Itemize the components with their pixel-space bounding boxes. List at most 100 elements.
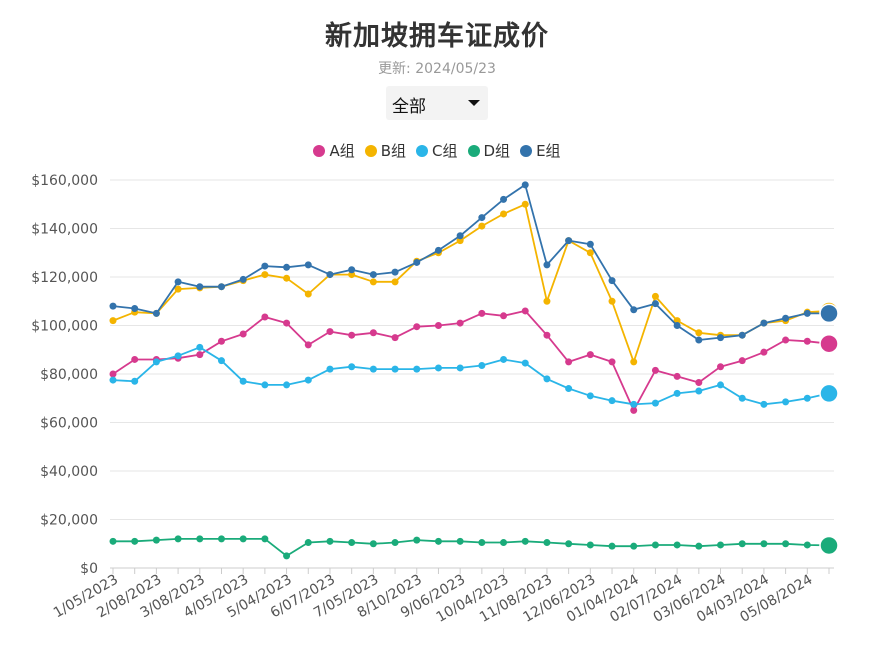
data-point xyxy=(717,363,725,371)
group-filter-select[interactable]: 全部 xyxy=(386,86,488,120)
data-point xyxy=(543,297,551,305)
data-point xyxy=(326,271,334,279)
data-point xyxy=(803,394,811,402)
data-point xyxy=(152,536,160,544)
data-point xyxy=(304,376,312,384)
series-end-marker xyxy=(819,535,839,556)
data-point xyxy=(586,240,594,248)
data-point xyxy=(109,537,117,545)
data-point xyxy=(326,328,334,336)
data-point xyxy=(456,319,464,327)
data-point xyxy=(217,337,225,345)
data-point xyxy=(217,535,225,543)
data-point xyxy=(304,261,312,269)
data-point xyxy=(283,552,291,560)
data-point xyxy=(369,271,377,279)
data-point xyxy=(152,309,160,317)
data-point xyxy=(673,372,681,380)
legend-item[interactable]: A组 xyxy=(313,140,355,161)
legend-marker xyxy=(520,144,533,157)
y-tick-label: $120,000 xyxy=(31,270,98,286)
data-point xyxy=(608,542,616,550)
data-point xyxy=(500,195,508,203)
data-point xyxy=(369,329,377,337)
chevron-down-icon xyxy=(468,100,480,106)
data-point xyxy=(478,222,486,230)
data-point xyxy=(174,285,182,293)
data-point xyxy=(651,300,659,308)
data-point xyxy=(413,258,421,266)
data-point xyxy=(738,394,746,402)
y-tick-label: $60,000 xyxy=(40,416,98,432)
series-end-marker xyxy=(819,303,839,324)
legend-marker xyxy=(364,144,377,157)
data-point xyxy=(196,343,204,351)
data-point xyxy=(760,540,768,548)
data-point xyxy=(717,334,725,342)
data-point xyxy=(586,351,594,359)
data-point xyxy=(782,336,790,344)
data-point xyxy=(196,351,204,359)
data-point xyxy=(174,352,182,360)
data-point xyxy=(521,359,529,367)
data-point xyxy=(695,329,703,337)
data-point xyxy=(565,358,573,366)
data-point xyxy=(434,364,442,372)
legend-item[interactable]: E组 xyxy=(520,140,561,161)
data-point xyxy=(217,283,225,291)
data-point xyxy=(500,539,508,547)
legend-label: C组 xyxy=(432,142,458,160)
data-point xyxy=(803,541,811,549)
data-point xyxy=(565,385,573,393)
data-point xyxy=(391,268,399,276)
data-point xyxy=(109,376,117,384)
legend-item[interactable]: B组 xyxy=(364,140,406,161)
data-point xyxy=(456,537,464,545)
data-point xyxy=(500,210,508,218)
y-tick-label: $100,000 xyxy=(31,319,98,335)
series-line-1 xyxy=(112,309,830,412)
data-point xyxy=(326,537,334,545)
y-tick-label: $40,000 xyxy=(40,464,98,480)
data-point xyxy=(608,277,616,285)
data-point xyxy=(391,278,399,286)
data-point xyxy=(586,249,594,257)
legend-label: A组 xyxy=(329,142,355,160)
data-point xyxy=(673,541,681,549)
data-point xyxy=(673,389,681,397)
data-point xyxy=(261,381,269,389)
data-point xyxy=(131,377,139,385)
data-point xyxy=(109,302,117,310)
data-point xyxy=(434,246,442,254)
data-point xyxy=(261,271,269,279)
data-point xyxy=(717,541,725,549)
data-point xyxy=(630,358,638,366)
data-point xyxy=(217,357,225,365)
data-point xyxy=(434,322,442,329)
data-point xyxy=(651,292,659,300)
series-line-4 xyxy=(113,538,830,557)
data-point xyxy=(738,357,746,365)
data-point xyxy=(521,181,529,189)
series-end-marker xyxy=(819,333,839,354)
data-point xyxy=(283,319,291,327)
series-line-3 xyxy=(112,346,830,406)
data-point xyxy=(152,358,160,366)
data-point xyxy=(369,540,377,548)
data-point xyxy=(586,392,594,400)
y-tick-label: $160,000 xyxy=(31,173,98,189)
y-tick-label: $140,000 xyxy=(31,222,98,238)
data-point xyxy=(478,309,486,317)
data-point xyxy=(304,290,312,298)
legend-marker xyxy=(313,144,326,157)
data-point xyxy=(673,322,681,329)
legend-item[interactable]: C组 xyxy=(416,140,458,161)
data-point xyxy=(348,363,356,371)
data-point xyxy=(565,237,573,245)
data-point xyxy=(478,539,486,547)
data-point xyxy=(261,535,269,543)
legend-item[interactable]: D组 xyxy=(467,140,510,161)
data-point xyxy=(478,362,486,370)
series-line-5 xyxy=(112,183,829,341)
data-point xyxy=(239,330,247,338)
